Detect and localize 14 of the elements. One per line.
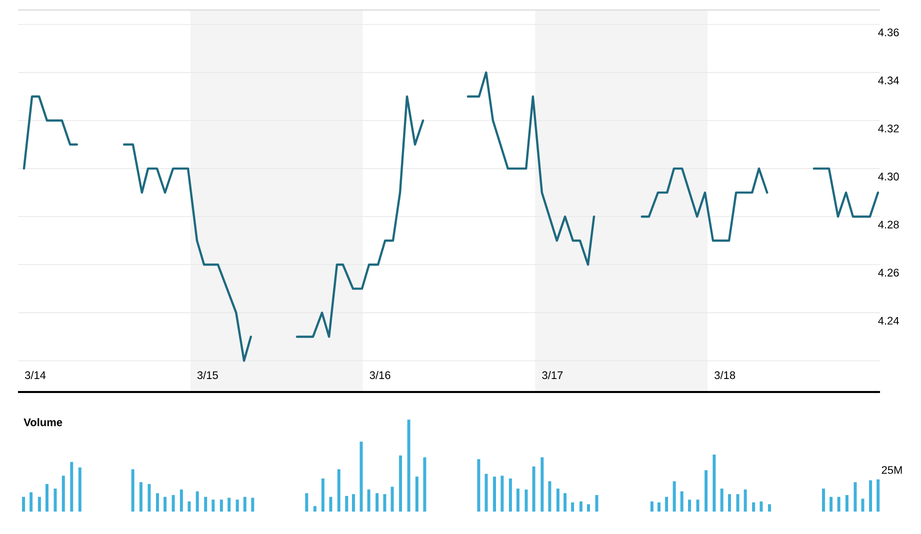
y-tick-label: 4.30 [878, 172, 899, 180]
y-tick-label: 4.36 [878, 28, 899, 36]
x-tick-label: 3/16 [370, 371, 390, 380]
y-tick-label: 4.24 [878, 316, 899, 325]
y-tick-label: 4.26 [878, 268, 899, 277]
x-tick-label: 3/14 [24, 371, 46, 380]
chart-title: Volume [24, 418, 62, 426]
x-tick-label: 3/17 [542, 371, 563, 380]
y-tick-label: 4.34 [878, 76, 899, 84]
x-tick-label: 3/18 [714, 371, 736, 380]
text: 25M [882, 466, 902, 474]
y-tick-label: 4.28 [878, 220, 899, 228]
x-tick-label: 3/15 [197, 371, 218, 380]
y-tick-label: 4.32 [878, 124, 899, 132]
